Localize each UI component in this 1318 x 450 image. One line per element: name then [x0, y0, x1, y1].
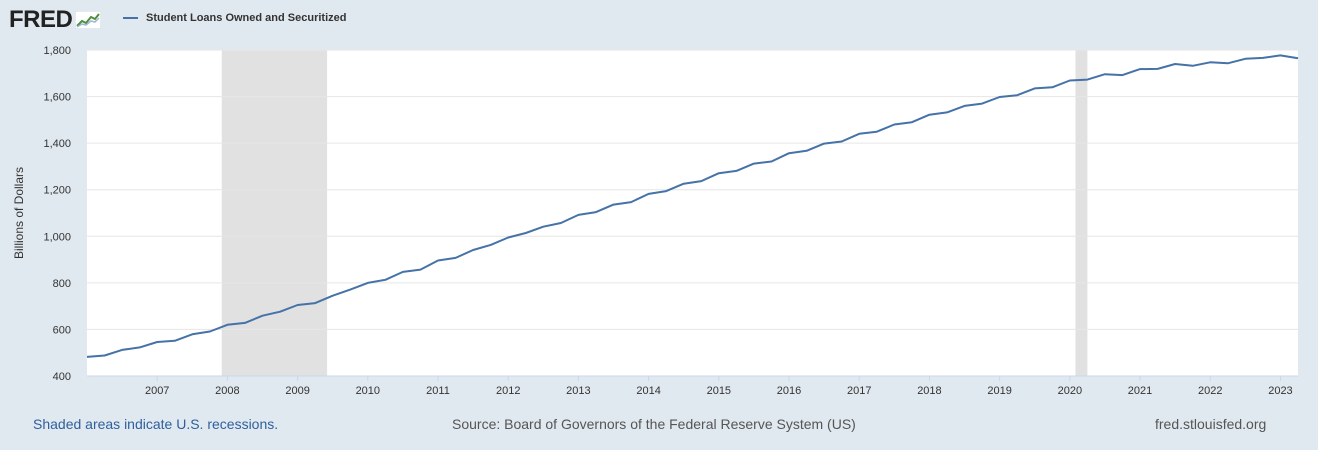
x-tick-label: 2010 [356, 385, 380, 397]
x-tick-label: 2015 [707, 385, 731, 397]
x-tick-label: 2014 [636, 385, 660, 397]
x-tick-label: 2011 [426, 385, 450, 397]
x-tick-label: 2007 [145, 385, 169, 397]
x-tick-label: 2020 [1058, 385, 1082, 397]
y-tick-label: 600 [53, 324, 71, 336]
line-chart: 400 600 800 1,000 1,200 1,400 1,600 1,800 2007 20… [0, 0, 1318, 410]
x-tick-label: 2022 [1198, 385, 1222, 397]
y-axis-label: Billions of Dollars [12, 167, 26, 259]
source-note: Source: Board of Governors of the Federa… [452, 416, 856, 432]
x-tick-label: 2009 [285, 385, 309, 397]
y-tick-label: 1,200 [43, 185, 71, 197]
y-tick-label: 800 [53, 278, 71, 290]
y-tick-label: 1,800 [43, 45, 71, 57]
recession-band [222, 50, 327, 376]
x-tick-label: 2017 [847, 385, 871, 397]
site-link[interactable]: fred.stlouisfed.org [1155, 416, 1266, 432]
x-tick-label: 2013 [566, 385, 590, 397]
x-tick-label: 2019 [987, 385, 1011, 397]
y-tick-label: 400 [53, 371, 71, 383]
x-tick-label: 2021 [1128, 385, 1152, 397]
y-tick-label: 1,000 [43, 231, 71, 243]
x-tick-label: 2008 [215, 385, 239, 397]
x-tick-label: 2023 [1268, 385, 1292, 397]
y-tick-label: 1,600 [43, 92, 71, 104]
x-tick-label: 2016 [777, 385, 801, 397]
recession-note[interactable]: Shaded areas indicate U.S. recessions. [33, 416, 278, 432]
y-tick-label: 1,400 [43, 138, 71, 150]
recession-band [1075, 50, 1087, 376]
x-tick-label: 2012 [496, 385, 520, 397]
x-tick-label: 2018 [917, 385, 941, 397]
